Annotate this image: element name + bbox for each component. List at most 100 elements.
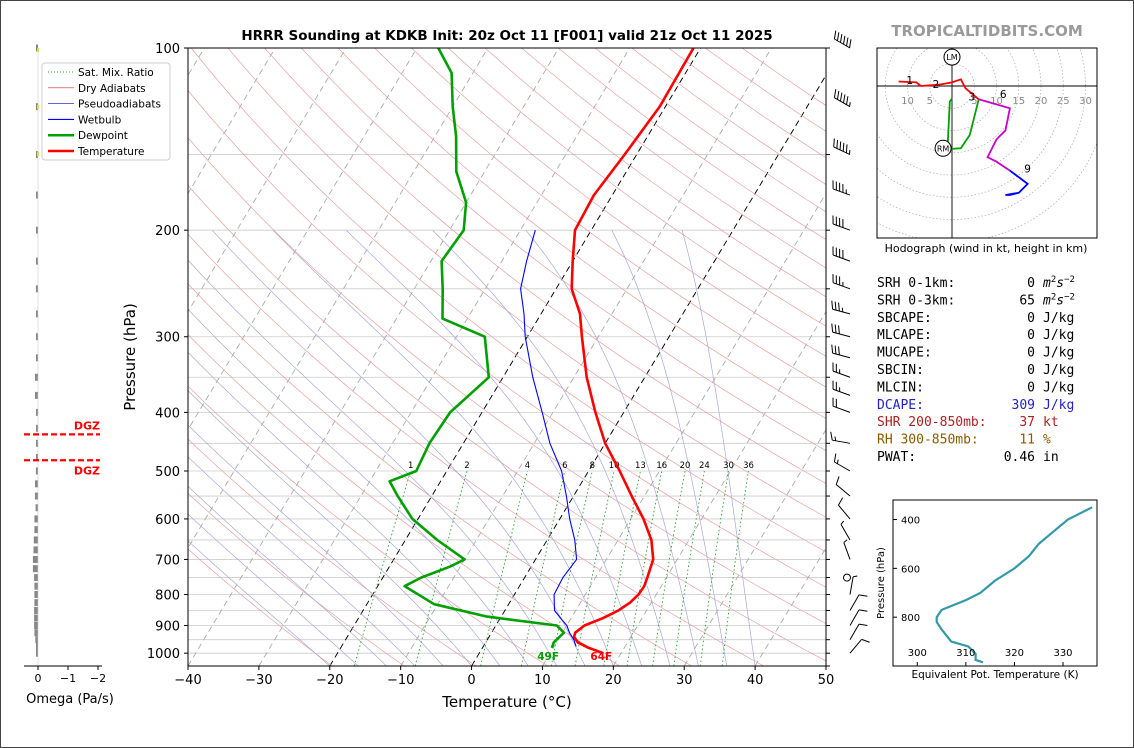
index-label: RH 300-850mb: [877, 433, 979, 448]
x-tick-label: 40 [747, 673, 764, 688]
omega-bar [36, 310, 38, 318]
index-label: SBCAPE: [877, 311, 932, 326]
chart-title: HRRR Sounding at KDKB Init: 20z Oct 11 [… [241, 28, 772, 44]
hodograph-tick-label: 5 [971, 96, 977, 107]
skewt-background-lines: 1 2 4 6 8 10 13 16 20 24 30 36 [188, 48, 826, 666]
omega-bar [36, 408, 38, 416]
legend-entry: Wetbulb [78, 114, 122, 126]
index-value: 65 [1019, 293, 1035, 308]
x-tick-label: −40 [174, 673, 201, 688]
x-tick-label: 50 [818, 673, 835, 688]
omega-bar [34, 515, 38, 523]
omega-bar [35, 373, 38, 381]
x-axis-label: Temperature (°C) [441, 693, 571, 711]
wind-barb [832, 274, 851, 290]
x-tick-label: −30 [245, 673, 272, 688]
wind-barb [833, 453, 851, 472]
wind-barb [832, 180, 851, 196]
index-label: SRH 0-3km: [877, 293, 955, 308]
wind-barb [833, 89, 851, 108]
wind-barb [840, 520, 851, 541]
wind-barb [849, 594, 868, 611]
y-tick-label: 500 [155, 465, 180, 480]
index-value: 0 [1027, 346, 1035, 361]
hodograph-segment [1005, 169, 1030, 196]
theta-e-tick-label: 300 [908, 648, 927, 659]
hodograph-height-label: 3 [969, 92, 976, 104]
omega-bar [35, 504, 38, 512]
index-unit: in [1043, 450, 1059, 465]
hodograph-height-label: 9 [1024, 163, 1031, 175]
omega-bar [34, 621, 38, 629]
hodograph-segment [978, 98, 1011, 172]
index-label: SHR 200-850mb: [877, 415, 987, 430]
index-value: 309 [1012, 398, 1035, 413]
index-value: 0 [1027, 328, 1035, 343]
wind-barb [835, 476, 851, 497]
index-unit: J/kg [1043, 328, 1074, 343]
hodograph-frame [876, 47, 1098, 239]
wind-barb [849, 575, 858, 595]
hodograph-rings: 10 5 5 10 15 20 25 30 [877, 48, 1097, 238]
index-unit: J/kg [1043, 363, 1074, 378]
omega-bar [36, 257, 38, 265]
theta-e-y-tick-label: 600 [901, 564, 920, 575]
index-row: SHR 200-850mb: 37 kt [877, 415, 1059, 430]
index-value: 0 [1027, 311, 1035, 326]
y-tick-label: 100 [155, 42, 180, 57]
omega-bar [34, 599, 38, 607]
wind-barb [831, 344, 851, 359]
index-row: MUCAPE: 0 J/kg [877, 346, 1074, 361]
y-tick-label: 600 [155, 513, 180, 528]
theta-e-tick-label: 320 [1005, 648, 1024, 659]
mixing-ratio-label: 16 [656, 461, 667, 471]
index-value: 0 [1027, 363, 1035, 378]
omega-bar [35, 285, 38, 293]
index-value: 0.46 [1004, 450, 1035, 465]
hodograph-height-label: 6 [1000, 89, 1007, 101]
omega-bar [35, 480, 38, 488]
y-tick-label: 800 [155, 589, 180, 604]
hodograph-caption: Hodograph (wind in kt, height in km) [885, 242, 1088, 255]
hodograph-tick-label: 10 [990, 96, 1003, 107]
hodograph-tick-label: 15 [1012, 96, 1025, 107]
wind-barb [832, 397, 851, 413]
omega-bar [34, 582, 38, 590]
wind-barb [849, 609, 868, 626]
mixing-ratio-label: 6 [562, 461, 567, 471]
profile-wetbulb [520, 230, 578, 647]
index-label: MUCAPE: [877, 346, 932, 361]
hodograph-tick-label: 20 [1035, 96, 1048, 107]
omega-bar [35, 636, 38, 644]
index-label: PWAT: [877, 450, 916, 465]
theta-e-frame [892, 499, 1098, 667]
index-row: DCAPE: 309 J/kg [877, 398, 1074, 413]
index-unit: J/kg [1043, 380, 1074, 395]
theta-e-x-label: Equivalent Pot. Temperature (K) [911, 669, 1078, 681]
index-label: SRH 0-1km: [877, 276, 955, 291]
omega-bar [36, 191, 38, 199]
dgz-label: DGZ [74, 464, 100, 477]
index-row: MLCIN: 0 J/kg [877, 380, 1074, 395]
index-label: MLCIN: [877, 380, 924, 395]
theta-e-y-tick-label: 400 [901, 516, 920, 527]
legend-entry: Dewpoint [78, 130, 128, 142]
omega-bar [36, 439, 38, 447]
hodograph-tick-label: 25 [1057, 96, 1070, 107]
mixing-ratio-label: 30 [723, 461, 734, 471]
theta-e-tick-label: 310 [956, 648, 975, 659]
legend-entry: Dry Adiabats [78, 83, 146, 95]
omega-bar [32, 555, 38, 563]
hodograph-segment [946, 97, 980, 151]
mixing-ratio-label: 1 [408, 461, 413, 471]
profile-dewpoint [388, 48, 566, 649]
index-unit: J/kg [1043, 311, 1074, 326]
storm-motion-marker [943, 48, 961, 66]
mixing-ratio-label: 20 [680, 461, 691, 471]
index-unit: m2s−2 [1042, 275, 1075, 291]
theta-e-line [935, 506, 1093, 664]
hodograph-segment [898, 78, 980, 100]
x-tick-label: −20 [316, 673, 343, 688]
mixing-ratio-label: 2 [464, 461, 469, 471]
omega-tick-label: −2 [90, 672, 106, 685]
